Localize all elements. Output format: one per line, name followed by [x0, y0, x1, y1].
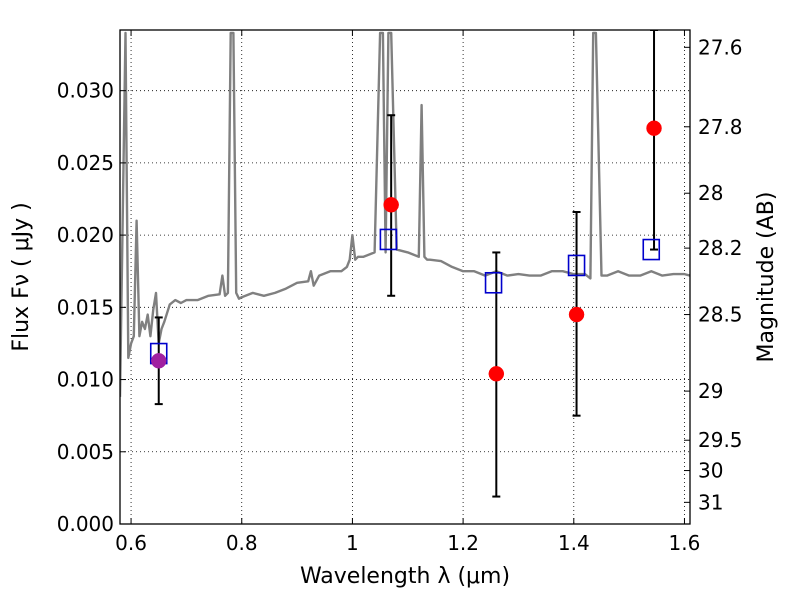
right-tick-label: 30: [698, 459, 723, 483]
y-tick-label: 0.020: [57, 223, 114, 247]
y-axis-title: Flux Fν ( μJy ): [9, 202, 34, 351]
right-tick-label: 31: [698, 490, 723, 514]
y-tick-label: 0.005: [57, 440, 114, 464]
right-tick-label: 28: [698, 181, 723, 205]
y-tick-label: 0.000: [57, 512, 114, 536]
x-tick-label: 1: [346, 531, 359, 555]
y-tick-label: 0.010: [57, 368, 114, 392]
x-axis-title: Wavelength λ (μm): [300, 564, 510, 589]
y-tick-label: 0.015: [57, 295, 114, 319]
right-tick-label: 27.6: [698, 35, 743, 59]
model-point: [484, 271, 503, 294]
right-tick-label: 29.5: [698, 428, 743, 452]
observed-point: [568, 306, 585, 323]
y-right-axis-title: Magnitude (AB): [754, 192, 779, 363]
observed-point: [150, 353, 167, 369]
plot-frame: [119, 29, 691, 525]
x-tick-label: 1.2: [447, 531, 479, 555]
model-point: [642, 238, 661, 261]
plot-background: [120, 30, 690, 524]
x-tick-label: 1.4: [558, 531, 590, 555]
y-tick-label: 0.030: [57, 79, 114, 103]
y-tick-label: 0.025: [57, 151, 114, 175]
data-layer: [120, 30, 690, 498]
observed-point: [488, 366, 505, 382]
observed-point: [646, 120, 662, 136]
right-tick-label: 28.2: [698, 236, 743, 260]
axes: 0.6 0.8 1 1.2 1.4 1.6 0.000 0.005 0.010 0.015 0.02…: [57, 30, 743, 555]
right-tick-label: 28.5: [698, 303, 743, 327]
model-point: [379, 228, 398, 251]
observed-point: [383, 197, 399, 213]
model-point: [567, 254, 586, 277]
right-tick-label: 27.8: [698, 115, 743, 139]
x-tick-label: 0.8: [226, 531, 258, 555]
x-tick-label: 0.6: [115, 531, 147, 555]
right-tick-label: 29: [698, 379, 723, 403]
x-tick-label: 1.6: [669, 531, 701, 555]
